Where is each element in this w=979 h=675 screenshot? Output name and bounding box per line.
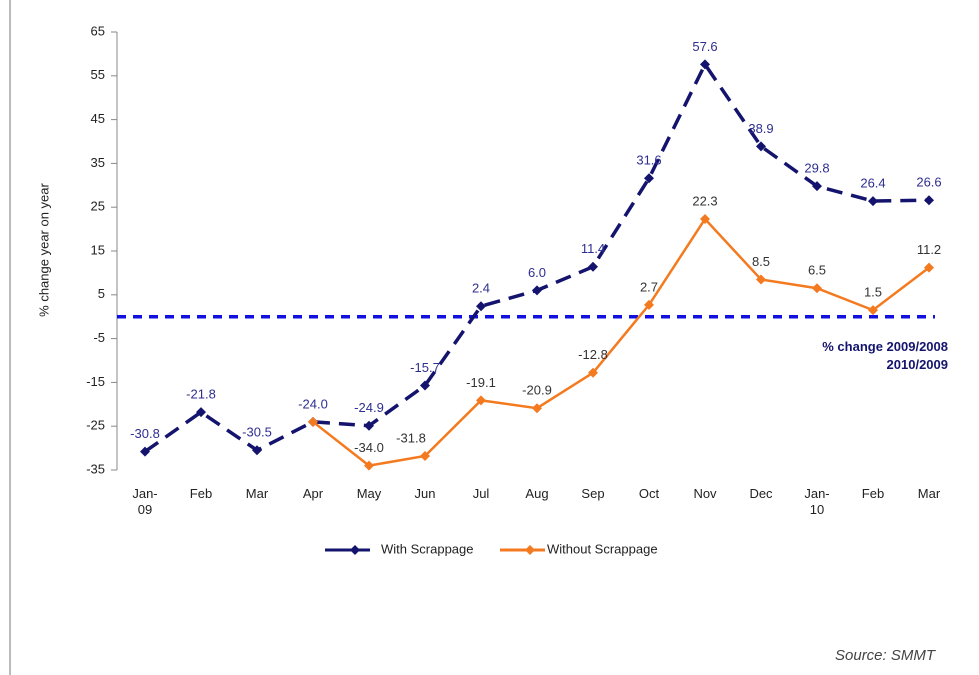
x-tick-label: Oct (638, 486, 660, 501)
legend-label: With Scrappage (381, 541, 474, 556)
series-line (312, 217, 930, 467)
x-tick-label: Mar (245, 486, 269, 501)
point (364, 420, 374, 431)
data-label: 26.6 (916, 175, 941, 190)
data-label: -30.8 (130, 426, 160, 441)
x-tick-label: Sep (581, 486, 605, 501)
data-label: 26.4 (860, 176, 885, 191)
x-tick-label: May (356, 486, 382, 501)
data-label: -31.8 (396, 430, 426, 445)
point (532, 403, 542, 414)
data-label: 11.4 (581, 241, 605, 256)
point (196, 407, 206, 418)
x-tick-label: Jan-09 (132, 486, 158, 517)
point (140, 446, 150, 457)
source: Source: SMMT (835, 647, 936, 664)
point (308, 416, 318, 427)
point (420, 450, 430, 461)
data-label: 8.5 (752, 254, 770, 269)
point (924, 262, 934, 273)
x-tick-label: Nov (693, 486, 717, 501)
data-label: 2.7 (640, 279, 658, 294)
data-label: 57.6 (692, 39, 717, 54)
x-tick-label: Dec (749, 486, 773, 501)
point (644, 173, 654, 184)
data-label: -30.5 (242, 425, 272, 440)
data-label: -24.0 (298, 396, 328, 411)
y-tick-label: 65 (91, 23, 105, 38)
y-tick-label: -15 (86, 374, 105, 389)
data-label: 1.5 (864, 285, 882, 300)
point (252, 445, 262, 456)
x-tick-label: Apr (302, 486, 324, 501)
legend-marker (350, 545, 360, 555)
point (588, 261, 598, 272)
x-tick-label: Aug (525, 486, 549, 501)
x-tick-label: Feb (861, 486, 885, 501)
annotation: 2010/2009 (887, 357, 948, 372)
point (476, 301, 486, 312)
y-tick-label: -5 (93, 330, 105, 345)
point (812, 283, 822, 294)
data-label: 31.6 (636, 153, 661, 168)
x-tick-label: Jul (472, 486, 490, 501)
point (588, 367, 598, 378)
data-label: -15.7 (410, 360, 440, 375)
point (700, 59, 710, 70)
data-label: -34.0 (354, 440, 384, 455)
point (924, 195, 934, 206)
point (756, 141, 766, 152)
point (756, 274, 766, 285)
legend-label: Without Scrappage (547, 541, 658, 556)
point (868, 196, 878, 207)
data-label: 6.0 (528, 265, 546, 280)
legend-marker (525, 545, 535, 555)
x-tick-label: Mar (917, 486, 941, 501)
point (532, 285, 542, 296)
data-label: 22.3 (692, 193, 717, 208)
y-tick-label: -25 (86, 418, 105, 433)
y-tick-label: 25 (91, 199, 105, 214)
x-tick-label: Jun (414, 486, 436, 501)
data-label: 11.2 (917, 242, 941, 257)
x-tick-label: Jan-10 (804, 486, 830, 517)
data-label: 6.5 (808, 263, 826, 278)
point (476, 395, 486, 406)
point (644, 299, 654, 310)
point (364, 460, 374, 471)
data-label: 29.8 (804, 161, 829, 176)
x-tick-label: Feb (189, 486, 213, 501)
data-label: 2.4 (472, 281, 490, 296)
y-tick-label: 35 (91, 155, 105, 170)
point (868, 305, 878, 316)
y-tick-label: 5 (98, 286, 105, 301)
y-tick-label: 15 (91, 242, 105, 257)
data-label: -19.1 (466, 375, 496, 390)
y-tick-label: -35 (86, 461, 105, 476)
data-label: -21.8 (186, 387, 216, 402)
data-label: -12.8 (578, 347, 608, 362)
y-axis-label: % change year on year (36, 182, 51, 316)
data-label: -24.9 (354, 400, 384, 415)
annotation: % change 2009/2008 (822, 339, 948, 354)
data-label: -20.9 (522, 383, 552, 398)
point (420, 380, 430, 391)
y-tick-label: 45 (91, 111, 105, 126)
point (812, 181, 822, 192)
data-label: 38.9 (748, 121, 773, 136)
point (700, 214, 710, 225)
y-tick-label: 55 (91, 67, 105, 82)
